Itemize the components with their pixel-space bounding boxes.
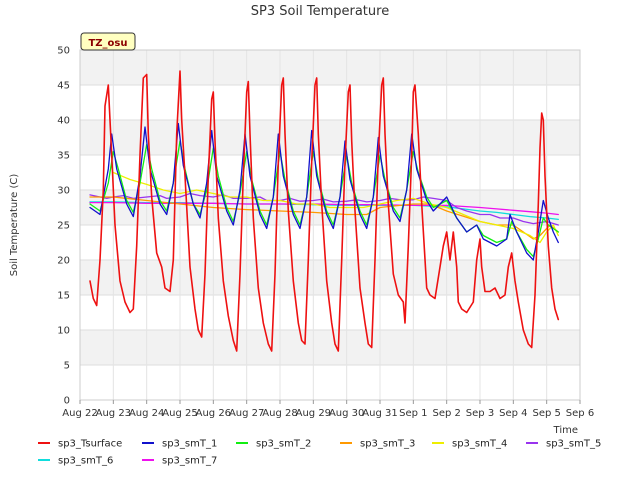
y-tick-label: 5 xyxy=(64,361,70,372)
legend-item: sp3_smT_4 xyxy=(432,439,507,450)
legend-label: sp3_smT_5 xyxy=(546,439,601,450)
y-axis-ticks: 0 5 10 15 20 25 30 35 40 45 50 xyxy=(57,46,70,407)
timezone-badge: TZ_osu xyxy=(80,32,136,51)
legend-item: sp3_smT_7 xyxy=(142,456,217,467)
legend-item: sp3_Tsurface xyxy=(38,439,122,450)
y-tick-label: 45 xyxy=(57,81,70,92)
x-tick-label: Aug 27 xyxy=(229,408,264,419)
plot-band xyxy=(80,330,580,365)
legend-label: sp3_smT_2 xyxy=(256,439,311,450)
plot-band xyxy=(80,85,580,120)
x-axis-label: Time xyxy=(553,425,578,436)
legend-label: sp3_Tsurface xyxy=(58,439,122,450)
y-tick-label: 40 xyxy=(57,116,70,127)
legend-item: sp3_smT_2 xyxy=(236,439,311,450)
series-line-sp3-smT-3 xyxy=(89,196,559,240)
x-tick-label: Sep 5 xyxy=(532,408,560,419)
legend-label: sp3_smT_6 xyxy=(58,456,113,467)
legend-label: sp3_smT_1 xyxy=(162,439,217,450)
y-tick-label: 15 xyxy=(57,291,70,302)
chart-title: SP3 Soil Temperature xyxy=(251,4,389,19)
legend-item: sp3_smT_5 xyxy=(526,439,601,450)
plot-frame xyxy=(79,49,581,401)
plot-band xyxy=(80,365,580,400)
x-tick-label: Sep 1 xyxy=(399,408,427,419)
series-line-sp3-smT-6 xyxy=(89,201,559,221)
y-tick-label: 20 xyxy=(57,256,70,267)
y-tick-label: 10 xyxy=(57,326,70,337)
plot-band xyxy=(80,120,580,155)
x-tick-label: Sep 3 xyxy=(466,408,494,419)
series-line-sp3-smT-1 xyxy=(89,122,559,261)
plot-band xyxy=(80,155,580,190)
y-tick-label: 35 xyxy=(57,151,70,162)
legend-label: sp3_smT_7 xyxy=(162,456,217,467)
x-tick-label: Aug 30 xyxy=(329,408,364,419)
plot-background xyxy=(80,50,580,400)
x-tick-label: Aug 23 xyxy=(96,408,131,419)
x-tick-label: Aug 29 xyxy=(296,408,331,419)
x-tick-label: Aug 28 xyxy=(262,408,297,419)
legend: sp3_Tsurface sp3_smT_1 sp3_smT_2 sp3_smT_3 s… xyxy=(38,439,601,467)
legend-label: sp3_smT_3 xyxy=(360,439,415,450)
y-axis-label: Soil Temperature (C) xyxy=(9,174,20,277)
x-tick-label: Aug 26 xyxy=(196,408,231,419)
legend-item: sp3_smT_3 xyxy=(340,439,415,450)
timezone-badge-label: TZ_osu xyxy=(88,38,127,49)
legend-item: sp3_smT_1 xyxy=(142,439,217,450)
series-line-sp3-Tsurface xyxy=(89,70,560,352)
legend-item: sp3_smT_6 xyxy=(38,456,113,467)
x-tick-label: Aug 31 xyxy=(362,408,397,419)
x-tick-label: Sep 2 xyxy=(432,408,460,419)
legend-label: sp3_smT_4 xyxy=(452,439,507,450)
x-tick-label: Sep 4 xyxy=(499,408,527,419)
x-tick-label: Aug 24 xyxy=(129,408,164,419)
y-tick-label: 0 xyxy=(64,396,70,407)
y-tick-label: 50 xyxy=(57,46,70,57)
timezone-badge-box xyxy=(80,32,136,51)
series-line-sp3-smT-5 xyxy=(89,192,559,226)
x-tick-label: Aug 25 xyxy=(162,408,197,419)
x-tick-label: Aug 22 xyxy=(62,408,97,419)
y-tick-label: 25 xyxy=(57,221,70,232)
series-lines xyxy=(89,70,560,352)
y-tick-label: 30 xyxy=(57,186,70,197)
x-tick-label: Sep 6 xyxy=(566,408,594,419)
plot-band xyxy=(80,50,580,85)
